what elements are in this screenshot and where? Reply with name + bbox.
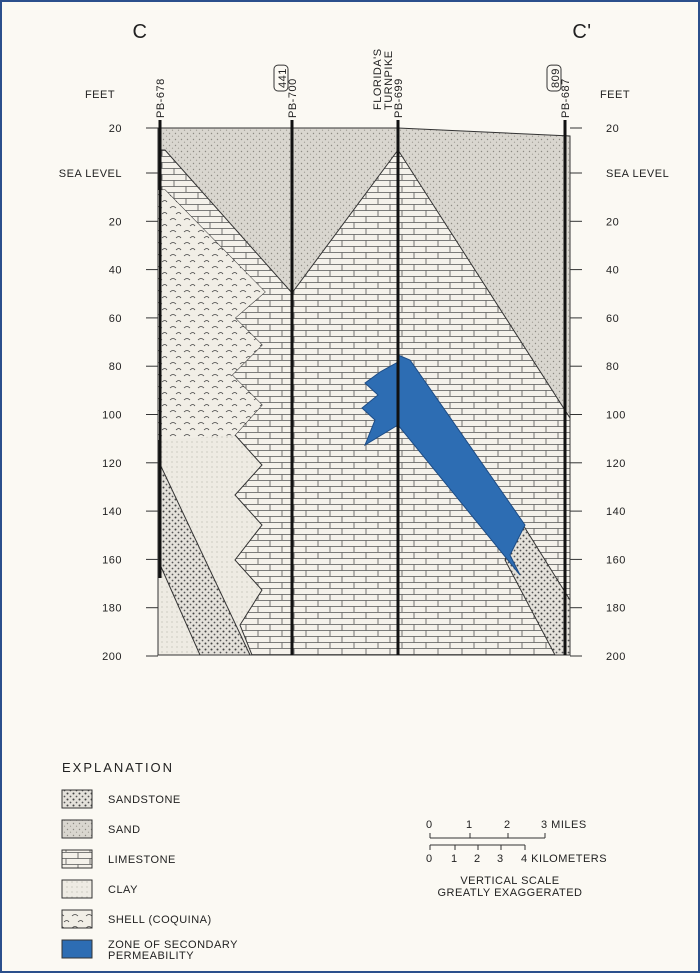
tick-label: 20 (109, 216, 122, 228)
tick-label: 200 (606, 651, 626, 663)
tick-label: 140 (606, 506, 626, 518)
section-left-label: C (133, 21, 148, 43)
legend-swatch (62, 790, 92, 808)
scale-note: VERTICAL SCALE (460, 875, 559, 887)
legend-swatch (62, 940, 92, 958)
legend-label: SANDSTONE (108, 794, 181, 806)
tick-label: 40 (606, 265, 619, 277)
scale-label: 1 (466, 819, 473, 831)
well-name: PB-678 (155, 78, 167, 118)
legend-label: SHELL (COQUINA) (108, 914, 212, 926)
section-right-label: C' (572, 21, 591, 43)
tick-label: 120 (102, 458, 122, 470)
tick-label: 180 (102, 603, 122, 615)
tick-label: SEA LEVEL (59, 168, 122, 180)
legend-label: CLAY (108, 884, 138, 896)
legend-label: PERMEABILITY (108, 950, 194, 962)
tick-label: 80 (109, 361, 122, 373)
tick-label: 20 (109, 123, 122, 135)
explanation-title: EXPLANATION (62, 760, 174, 775)
tick-label: SEA LEVEL (606, 168, 669, 180)
scale-label: 2 (474, 853, 481, 865)
cross-section: PB-678PB-700441PB-699FLORIDA'STURNPIKEPB… (0, 0, 700, 973)
road-label: 809 (550, 68, 562, 88)
road-label: 441 (277, 68, 289, 88)
scale-label: 4 KILOMETERS (521, 853, 607, 865)
tick-label: 140 (102, 506, 122, 518)
scale-note: GREATLY EXAGGERATED (438, 887, 583, 899)
axis-title: FEET (85, 89, 115, 101)
axis-title: FEET (600, 89, 630, 101)
tick-label: 60 (109, 313, 122, 325)
scale-label: 1 (451, 853, 458, 865)
legend-swatch (62, 880, 92, 898)
tick-label: 60 (606, 313, 619, 325)
legend-swatch (62, 820, 92, 838)
legend-swatch (62, 850, 92, 868)
tick-label: 200 (102, 651, 122, 663)
scale-label: 3 (497, 853, 504, 865)
scale-label: 3 MILES (541, 819, 587, 831)
tick-label: 80 (606, 361, 619, 373)
scale-label: 0 (426, 853, 433, 865)
tick-label: 100 (102, 410, 122, 422)
tick-label: 40 (109, 265, 122, 277)
tick-label: 120 (606, 458, 626, 470)
legend-swatch (62, 910, 92, 928)
tick-label: 20 (606, 123, 619, 135)
scale-label: 0 (426, 819, 433, 831)
tick-label: 160 (606, 554, 626, 566)
scale-label: 2 (504, 819, 511, 831)
tick-label: 100 (606, 410, 626, 422)
legend-label: SAND (108, 824, 141, 836)
tick-label: 180 (606, 603, 626, 615)
road-label: TURNPIKE (383, 50, 395, 110)
tick-label: 20 (606, 216, 619, 228)
strata (158, 128, 570, 655)
legend-label: LIMESTONE (108, 854, 176, 866)
tick-label: 160 (102, 554, 122, 566)
